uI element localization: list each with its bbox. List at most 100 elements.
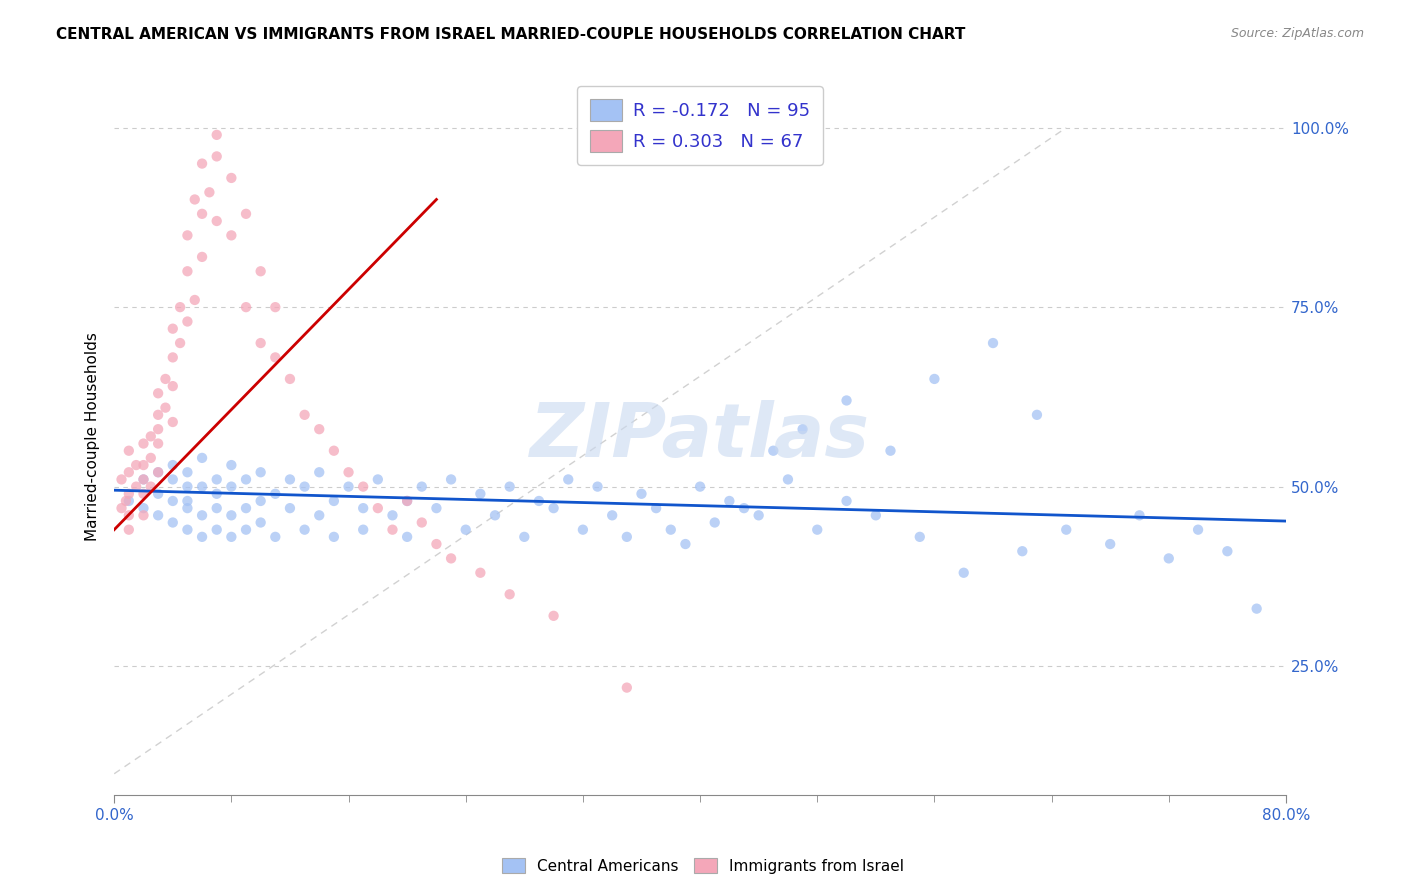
Point: [264, 530, 287, 544]
Point: [205, 149, 228, 163]
Point: [162, 472, 184, 486]
Point: [425, 501, 447, 516]
Point: [630, 487, 652, 501]
Point: [835, 494, 858, 508]
Y-axis label: Married-couple Households: Married-couple Households: [86, 332, 100, 541]
Point: [908, 530, 931, 544]
Point: [249, 494, 271, 508]
Point: [1011, 544, 1033, 558]
Point: [162, 379, 184, 393]
Point: [322, 494, 344, 508]
Point: [381, 508, 404, 523]
Point: [952, 566, 974, 580]
Point: [513, 530, 536, 544]
Point: [221, 458, 243, 472]
Point: [110, 501, 132, 516]
Point: [527, 494, 550, 508]
Point: [118, 523, 141, 537]
Point: [396, 530, 419, 544]
Point: [748, 508, 770, 523]
Point: [235, 523, 257, 537]
Point: [176, 501, 198, 516]
Point: [1026, 408, 1049, 422]
Point: [198, 186, 221, 200]
Point: [1187, 523, 1209, 537]
Point: [1054, 523, 1077, 537]
Point: [191, 156, 214, 170]
Point: [118, 508, 141, 523]
Point: [806, 523, 828, 537]
Point: [792, 422, 814, 436]
Point: [184, 293, 207, 307]
Text: CENTRAL AMERICAN VS IMMIGRANTS FROM ISRAEL MARRIED-COUPLE HOUSEHOLDS CORRELATION: CENTRAL AMERICAN VS IMMIGRANTS FROM ISRA…: [56, 27, 966, 42]
Point: [205, 128, 228, 142]
Point: [352, 501, 374, 516]
Point: [689, 480, 711, 494]
Point: [440, 551, 463, 566]
Point: [146, 487, 169, 501]
Point: [411, 516, 433, 530]
Point: [125, 458, 148, 472]
Point: [294, 523, 316, 537]
Point: [169, 300, 191, 314]
Point: [205, 472, 228, 486]
Point: [600, 508, 623, 523]
Point: [176, 523, 198, 537]
Point: [191, 530, 214, 544]
Point: [367, 472, 389, 486]
Point: [249, 465, 271, 479]
Point: [162, 351, 184, 365]
Point: [425, 537, 447, 551]
Point: [981, 336, 1004, 351]
Point: [205, 501, 228, 516]
Point: [924, 372, 946, 386]
Point: [776, 472, 799, 486]
Point: [835, 393, 858, 408]
Point: [616, 530, 638, 544]
Point: [191, 480, 214, 494]
Point: [543, 608, 565, 623]
Point: [132, 508, 155, 523]
Point: [264, 300, 287, 314]
Point: [146, 436, 169, 450]
Legend: R = -0.172   N = 95, R = 0.303   N = 67: R = -0.172 N = 95, R = 0.303 N = 67: [578, 87, 823, 165]
Point: [184, 193, 207, 207]
Point: [1128, 508, 1150, 523]
Point: [470, 487, 492, 501]
Point: [396, 494, 419, 508]
Text: Source: ZipAtlas.com: Source: ZipAtlas.com: [1230, 27, 1364, 40]
Point: [294, 408, 316, 422]
Point: [132, 458, 155, 472]
Point: [703, 516, 725, 530]
Point: [221, 508, 243, 523]
Point: [221, 228, 243, 243]
Point: [381, 523, 404, 537]
Point: [176, 314, 198, 328]
Point: [125, 480, 148, 494]
Point: [205, 214, 228, 228]
Point: [235, 472, 257, 486]
Point: [162, 494, 184, 508]
Point: [118, 465, 141, 479]
Point: [221, 530, 243, 544]
Point: [278, 472, 301, 486]
Point: [498, 480, 520, 494]
Point: [1099, 537, 1122, 551]
Point: [191, 450, 214, 465]
Point: [139, 480, 162, 494]
Point: [543, 501, 565, 516]
Point: [176, 494, 198, 508]
Point: [191, 207, 214, 221]
Point: [645, 501, 668, 516]
Point: [249, 264, 271, 278]
Point: [169, 336, 191, 351]
Point: [205, 523, 228, 537]
Point: [352, 523, 374, 537]
Point: [454, 523, 477, 537]
Point: [176, 480, 198, 494]
Point: [322, 530, 344, 544]
Point: [132, 472, 155, 486]
Text: ZIPatlas: ZIPatlas: [530, 400, 870, 473]
Point: [264, 351, 287, 365]
Point: [718, 494, 741, 508]
